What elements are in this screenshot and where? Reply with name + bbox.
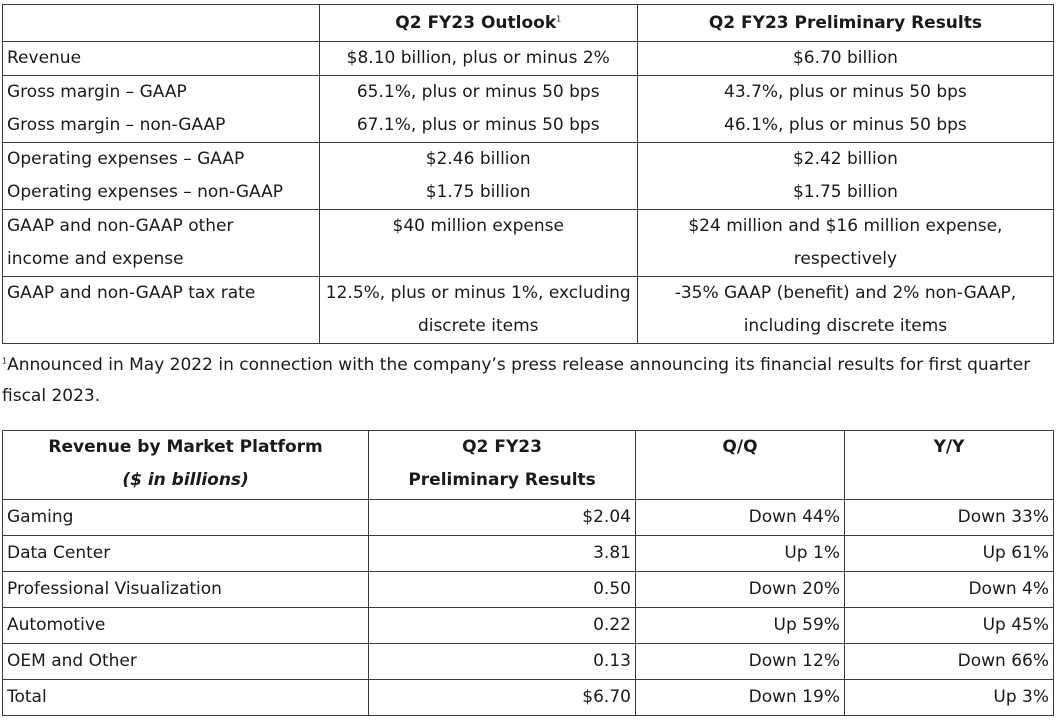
platform-results: 0.50 <box>368 571 636 608</box>
platform-name: Data Center <box>1 535 370 572</box>
table-row: Gross margin – GAAP Gross margin – non-G… <box>2 75 1055 143</box>
row-label-tax-rate: GAAP and non-GAAP tax rate <box>2 276 320 344</box>
outlook-header-results: Q2 FY23 Preliminary Results <box>636 4 1055 42</box>
platform-results: 0.22 <box>368 607 636 644</box>
platform-table-body: Gaming $2.04 Down 44% Down 33% Data Cent… <box>1 499 1055 716</box>
platform-name: OEM and Other <box>1 643 370 680</box>
cell-outlook-gross-margin: 65.1%, plus or minus 50 bps 67.1%, plus … <box>318 75 638 143</box>
platform-qq: Up 1% <box>634 535 845 572</box>
row-label-revenue: Revenue <box>2 41 320 76</box>
platform-name: Professional Visualization <box>1 571 370 608</box>
platform-yy: Down 66% <box>843 643 1055 680</box>
platform-yy: Down 33% <box>843 499 1055 536</box>
outlook-header-row: Q2 FY23 Outlook1 Q2 FY23 Preliminary Res… <box>2 4 1055 42</box>
table-row: GAAP and non-GAAP tax rate 12.5%, plus o… <box>2 276 1055 344</box>
cell-outlook-opex: $2.46 billion $1.75 billion <box>318 142 638 210</box>
cell-results-opex: $2.42 billion $1.75 billion <box>636 142 1055 210</box>
platform-qq: Up 59% <box>634 607 845 644</box>
platform-name: Gaming <box>1 499 370 536</box>
platform-qq: Down 12% <box>634 643 845 680</box>
table-row: Total $6.70 Down 19% Up 3% <box>1 679 1055 716</box>
platform-table: Revenue by Market Platform ($ in billion… <box>1 430 1055 716</box>
platform-yy: Up 61% <box>843 535 1055 572</box>
platform-header-results: Q2 FY23 Preliminary Results <box>368 430 636 500</box>
table-row: Revenue $8.10 billion, plus or minus 2% … <box>2 41 1055 76</box>
platform-yy: Up 3% <box>843 679 1055 716</box>
row-label-opex: Operating expenses – GAAP Operating expe… <box>2 142 320 210</box>
table-row: GAAP and non-GAAP other income and expen… <box>2 209 1055 277</box>
footnote-number: 1 <box>2 356 8 366</box>
platform-name: Total <box>1 679 370 716</box>
outlook-header-outlook: Q2 FY23 Outlook1 <box>318 4 638 42</box>
cell-results-tax-rate: -35% GAAP (benefit) and 2% non-GAAP, inc… <box>636 276 1055 344</box>
table-row: Automotive 0.22 Up 59% Up 45% <box>1 607 1055 644</box>
table-row: Gaming $2.04 Down 44% Down 33% <box>1 499 1055 536</box>
row-label-other-income: GAAP and non-GAAP other income and expen… <box>2 209 320 277</box>
table-row: Professional Visualization 0.50 Down 20%… <box>1 571 1055 608</box>
cell-results-revenue: $6.70 billion <box>636 41 1055 76</box>
cell-outlook-other-income: $40 million expense <box>318 209 638 277</box>
table-row: OEM and Other 0.13 Down 12% Down 66% <box>1 643 1055 680</box>
footnote-marker: 1 <box>556 14 562 24</box>
platform-yy: Up 45% <box>843 607 1055 644</box>
platform-header-yy: Y/Y <box>843 430 1055 500</box>
platform-results: 0.13 <box>368 643 636 680</box>
outlook-table: Q2 FY23 Outlook1 Q2 FY23 Preliminary Res… <box>2 4 1055 344</box>
platform-results: $2.04 <box>368 499 636 536</box>
platform-header-platform: Revenue by Market Platform ($ in billion… <box>1 430 370 500</box>
platform-results: 3.81 <box>368 535 636 572</box>
platform-yy: Down 4% <box>843 571 1055 608</box>
footnote: 1Announced in May 2022 in connection wit… <box>2 350 1042 412</box>
platform-qq: Down 19% <box>634 679 845 716</box>
platform-qq: Down 44% <box>634 499 845 536</box>
table-row: Operating expenses – GAAP Operating expe… <box>2 142 1055 210</box>
outlook-header-empty <box>2 4 320 42</box>
platform-header-qq: Q/Q <box>634 430 845 500</box>
platform-results: $6.70 <box>368 679 636 716</box>
row-label-gross-margin: Gross margin – GAAP Gross margin – non-G… <box>2 75 320 143</box>
footnote-text: Announced in May 2022 in connection with… <box>2 355 1031 406</box>
cell-outlook-tax-rate: 12.5%, plus or minus 1%, excluding discr… <box>318 276 638 344</box>
cell-results-other-income: $24 million and $16 million expense, res… <box>636 209 1055 277</box>
cell-results-gross-margin: 43.7%, plus or minus 50 bps 46.1%, plus … <box>636 75 1055 143</box>
platform-header-row: Revenue by Market Platform ($ in billion… <box>1 430 1055 500</box>
cell-outlook-revenue: $8.10 billion, plus or minus 2% <box>318 41 638 76</box>
platform-qq: Down 20% <box>634 571 845 608</box>
table-row: Data Center 3.81 Up 1% Up 61% <box>1 535 1055 572</box>
platform-name: Automotive <box>1 607 370 644</box>
